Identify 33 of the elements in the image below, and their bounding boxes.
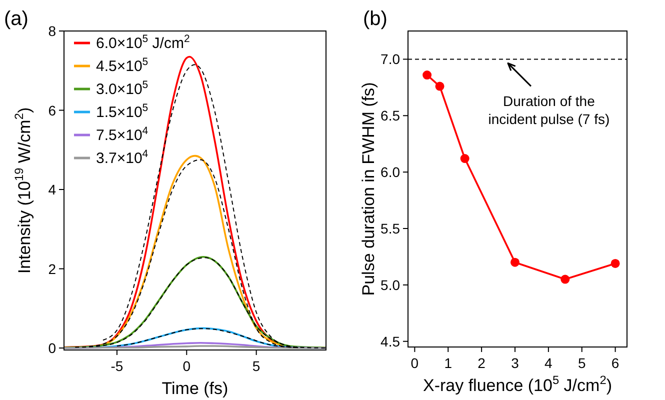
x-tick-label: 0 — [182, 358, 191, 374]
x-tick-label: 3 — [511, 355, 520, 371]
x-tick-label: 2 — [478, 355, 486, 371]
annotation: Duration of the incident pulse (7 fs) — [488, 93, 610, 128]
y-tick-label: 6.5 — [380, 108, 400, 124]
chart-title: (a) — [4, 8, 28, 30]
x-tick-label: 0 — [410, 355, 419, 371]
x-tick-label: 5 — [252, 358, 260, 374]
y-axis-title: Pulse duration in FWHM (fs) — [359, 82, 378, 296]
y-tick-label: 6 — [48, 102, 56, 118]
legend-label: 7.5×10$^{4}$ — [96, 125, 148, 144]
x-tick-label: 4 — [544, 355, 553, 371]
x-axis-title: Time (fs) — [162, 379, 228, 398]
y-tick-label: 5.5 — [380, 220, 400, 236]
legend-label: 6.0×10$^{5}$ J/cm$^{2}$ — [96, 33, 190, 52]
y-tick-label: 7.0 — [380, 51, 400, 68]
x-axis-title: X-ray fluence (10$^{5}$ J/cm$^{2}$) — [423, 373, 612, 395]
x-tick-label: 5 — [578, 355, 586, 371]
y-tick-label: 4.5 — [380, 333, 400, 350]
x-tick-label: 6 — [611, 355, 620, 371]
legend-label: 4.5×10$^{5}$ — [96, 56, 148, 75]
x-tick-label: -5 — [110, 358, 124, 374]
y-tick-label: 0 — [48, 340, 56, 356]
legend-label: 1.5×10$^{5}$ — [96, 102, 148, 121]
y-tick-label: 6.0 — [380, 164, 400, 180]
x-tick-label: 1 — [444, 355, 452, 371]
y-tick-label: 4 — [48, 182, 56, 198]
y-tick-label: 8 — [48, 23, 56, 39]
legend-label: 3.0×10$^{5}$ — [96, 79, 148, 98]
legend-label: 3.7×10$^{4}$ — [96, 148, 148, 167]
y-tick-label: 5.0 — [380, 276, 400, 293]
y-tick-label: 2 — [48, 260, 56, 277]
chart-title: (b) — [363, 8, 388, 30]
